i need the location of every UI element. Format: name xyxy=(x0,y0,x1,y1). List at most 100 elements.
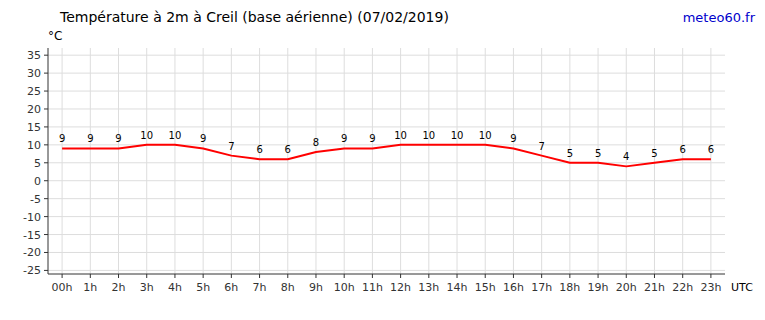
y-tick-label: 0 xyxy=(34,175,41,188)
x-tick xyxy=(682,274,683,278)
x-tick xyxy=(513,274,514,278)
x-tick xyxy=(287,274,288,278)
x-tick-label: 15h xyxy=(475,281,496,294)
grid-line xyxy=(48,55,725,56)
grid-line xyxy=(62,48,63,274)
x-tick-label: 20h xyxy=(616,281,637,294)
x-tick-label: 6h xyxy=(224,281,238,294)
data-label: 9 xyxy=(200,133,206,144)
chart-container: -25-20-15-10-50510152025303500h1h2h3h4h5… xyxy=(0,0,765,320)
grid-line xyxy=(598,48,599,274)
grid-line xyxy=(90,48,91,274)
temperature-line xyxy=(62,145,711,167)
grid-line xyxy=(174,48,175,274)
data-label: 9 xyxy=(87,133,93,144)
y-tick-label: -5 xyxy=(30,193,41,206)
data-label: 9 xyxy=(341,133,347,144)
grid-line xyxy=(513,48,514,274)
data-label: 6 xyxy=(708,144,714,155)
y-tick-label: -20 xyxy=(23,246,41,259)
x-tick-label: 2h xyxy=(112,281,126,294)
y-tick-label: 15 xyxy=(27,121,41,134)
x-tick-label: 21h xyxy=(644,281,665,294)
x-tick-label: 5h xyxy=(196,281,210,294)
x-tick xyxy=(90,274,91,278)
grid-line xyxy=(372,48,373,274)
x-tick-label: 9h xyxy=(309,281,323,294)
x-tick xyxy=(598,274,599,278)
x-tick-label: 1h xyxy=(83,281,97,294)
grid-line xyxy=(48,162,725,163)
y-tick-label: -25 xyxy=(23,264,41,277)
grid-line xyxy=(48,73,725,74)
x-tick xyxy=(231,274,232,278)
y-tick xyxy=(44,126,48,127)
x-tick-label: 11h xyxy=(362,281,383,294)
y-tick xyxy=(44,216,48,217)
data-label: 4 xyxy=(623,151,629,162)
y-tick-label: 25 xyxy=(27,85,41,98)
y-axis xyxy=(48,48,49,274)
grid-line xyxy=(259,48,260,274)
x-tick-label: 19h xyxy=(588,281,609,294)
data-label: 10 xyxy=(422,130,435,141)
title: Température à 2m à Creil (base aérienne)… xyxy=(59,9,449,25)
grid-line xyxy=(231,48,232,274)
y-tick xyxy=(44,198,48,199)
data-label: 9 xyxy=(510,133,516,144)
watermark: meteo60.fr xyxy=(683,10,756,25)
x-tick xyxy=(344,274,345,278)
x-tick xyxy=(259,274,260,278)
x-tick-label: 8h xyxy=(281,281,295,294)
x-tick-label: 3h xyxy=(140,281,154,294)
data-label: 5 xyxy=(651,148,657,159)
grid-line xyxy=(315,48,316,274)
x-tick xyxy=(62,274,63,278)
grid-line xyxy=(654,48,655,274)
x-tick-label: 13h xyxy=(418,281,439,294)
grid-line xyxy=(400,48,401,274)
grid-line xyxy=(48,91,725,92)
data-label: 6 xyxy=(256,144,262,155)
x-axis-label: UTC xyxy=(731,281,753,294)
data-label: 7 xyxy=(228,141,234,152)
grid-line xyxy=(48,126,725,127)
x-tick xyxy=(569,274,570,278)
grid-line xyxy=(541,48,542,274)
x-axis xyxy=(48,274,725,275)
y-tick-label: 20 xyxy=(27,103,41,116)
grid-line xyxy=(569,48,570,274)
y-tick xyxy=(44,252,48,253)
y-tick xyxy=(44,55,48,56)
data-label: 9 xyxy=(115,133,121,144)
x-tick xyxy=(203,274,204,278)
data-label: 5 xyxy=(595,148,601,159)
y-axis-label: °C xyxy=(48,29,62,43)
x-tick xyxy=(428,274,429,278)
grid-line xyxy=(48,252,725,253)
y-tick xyxy=(44,162,48,163)
data-label: 6 xyxy=(285,144,291,155)
plot-area xyxy=(62,145,711,167)
data-label: 10 xyxy=(140,130,153,141)
x-tick xyxy=(315,274,316,278)
x-tick-label: 17h xyxy=(531,281,552,294)
y-tick-label: -10 xyxy=(23,211,41,224)
y-tick xyxy=(44,108,48,109)
grid-line xyxy=(428,48,429,274)
x-tick-label: 23h xyxy=(700,281,721,294)
data-label: 5 xyxy=(567,148,573,159)
x-tick xyxy=(457,274,458,278)
y-tick xyxy=(44,91,48,92)
y-tick xyxy=(44,270,48,271)
x-tick xyxy=(372,274,373,278)
y-tick xyxy=(44,180,48,181)
grid-line xyxy=(485,48,486,274)
grid-line xyxy=(48,180,725,181)
grid-line xyxy=(457,48,458,274)
grid-line xyxy=(287,48,288,274)
x-tick xyxy=(485,274,486,278)
x-tick-label: 4h xyxy=(168,281,182,294)
x-tick-label: 18h xyxy=(559,281,580,294)
y-tick-label: -15 xyxy=(23,229,41,242)
